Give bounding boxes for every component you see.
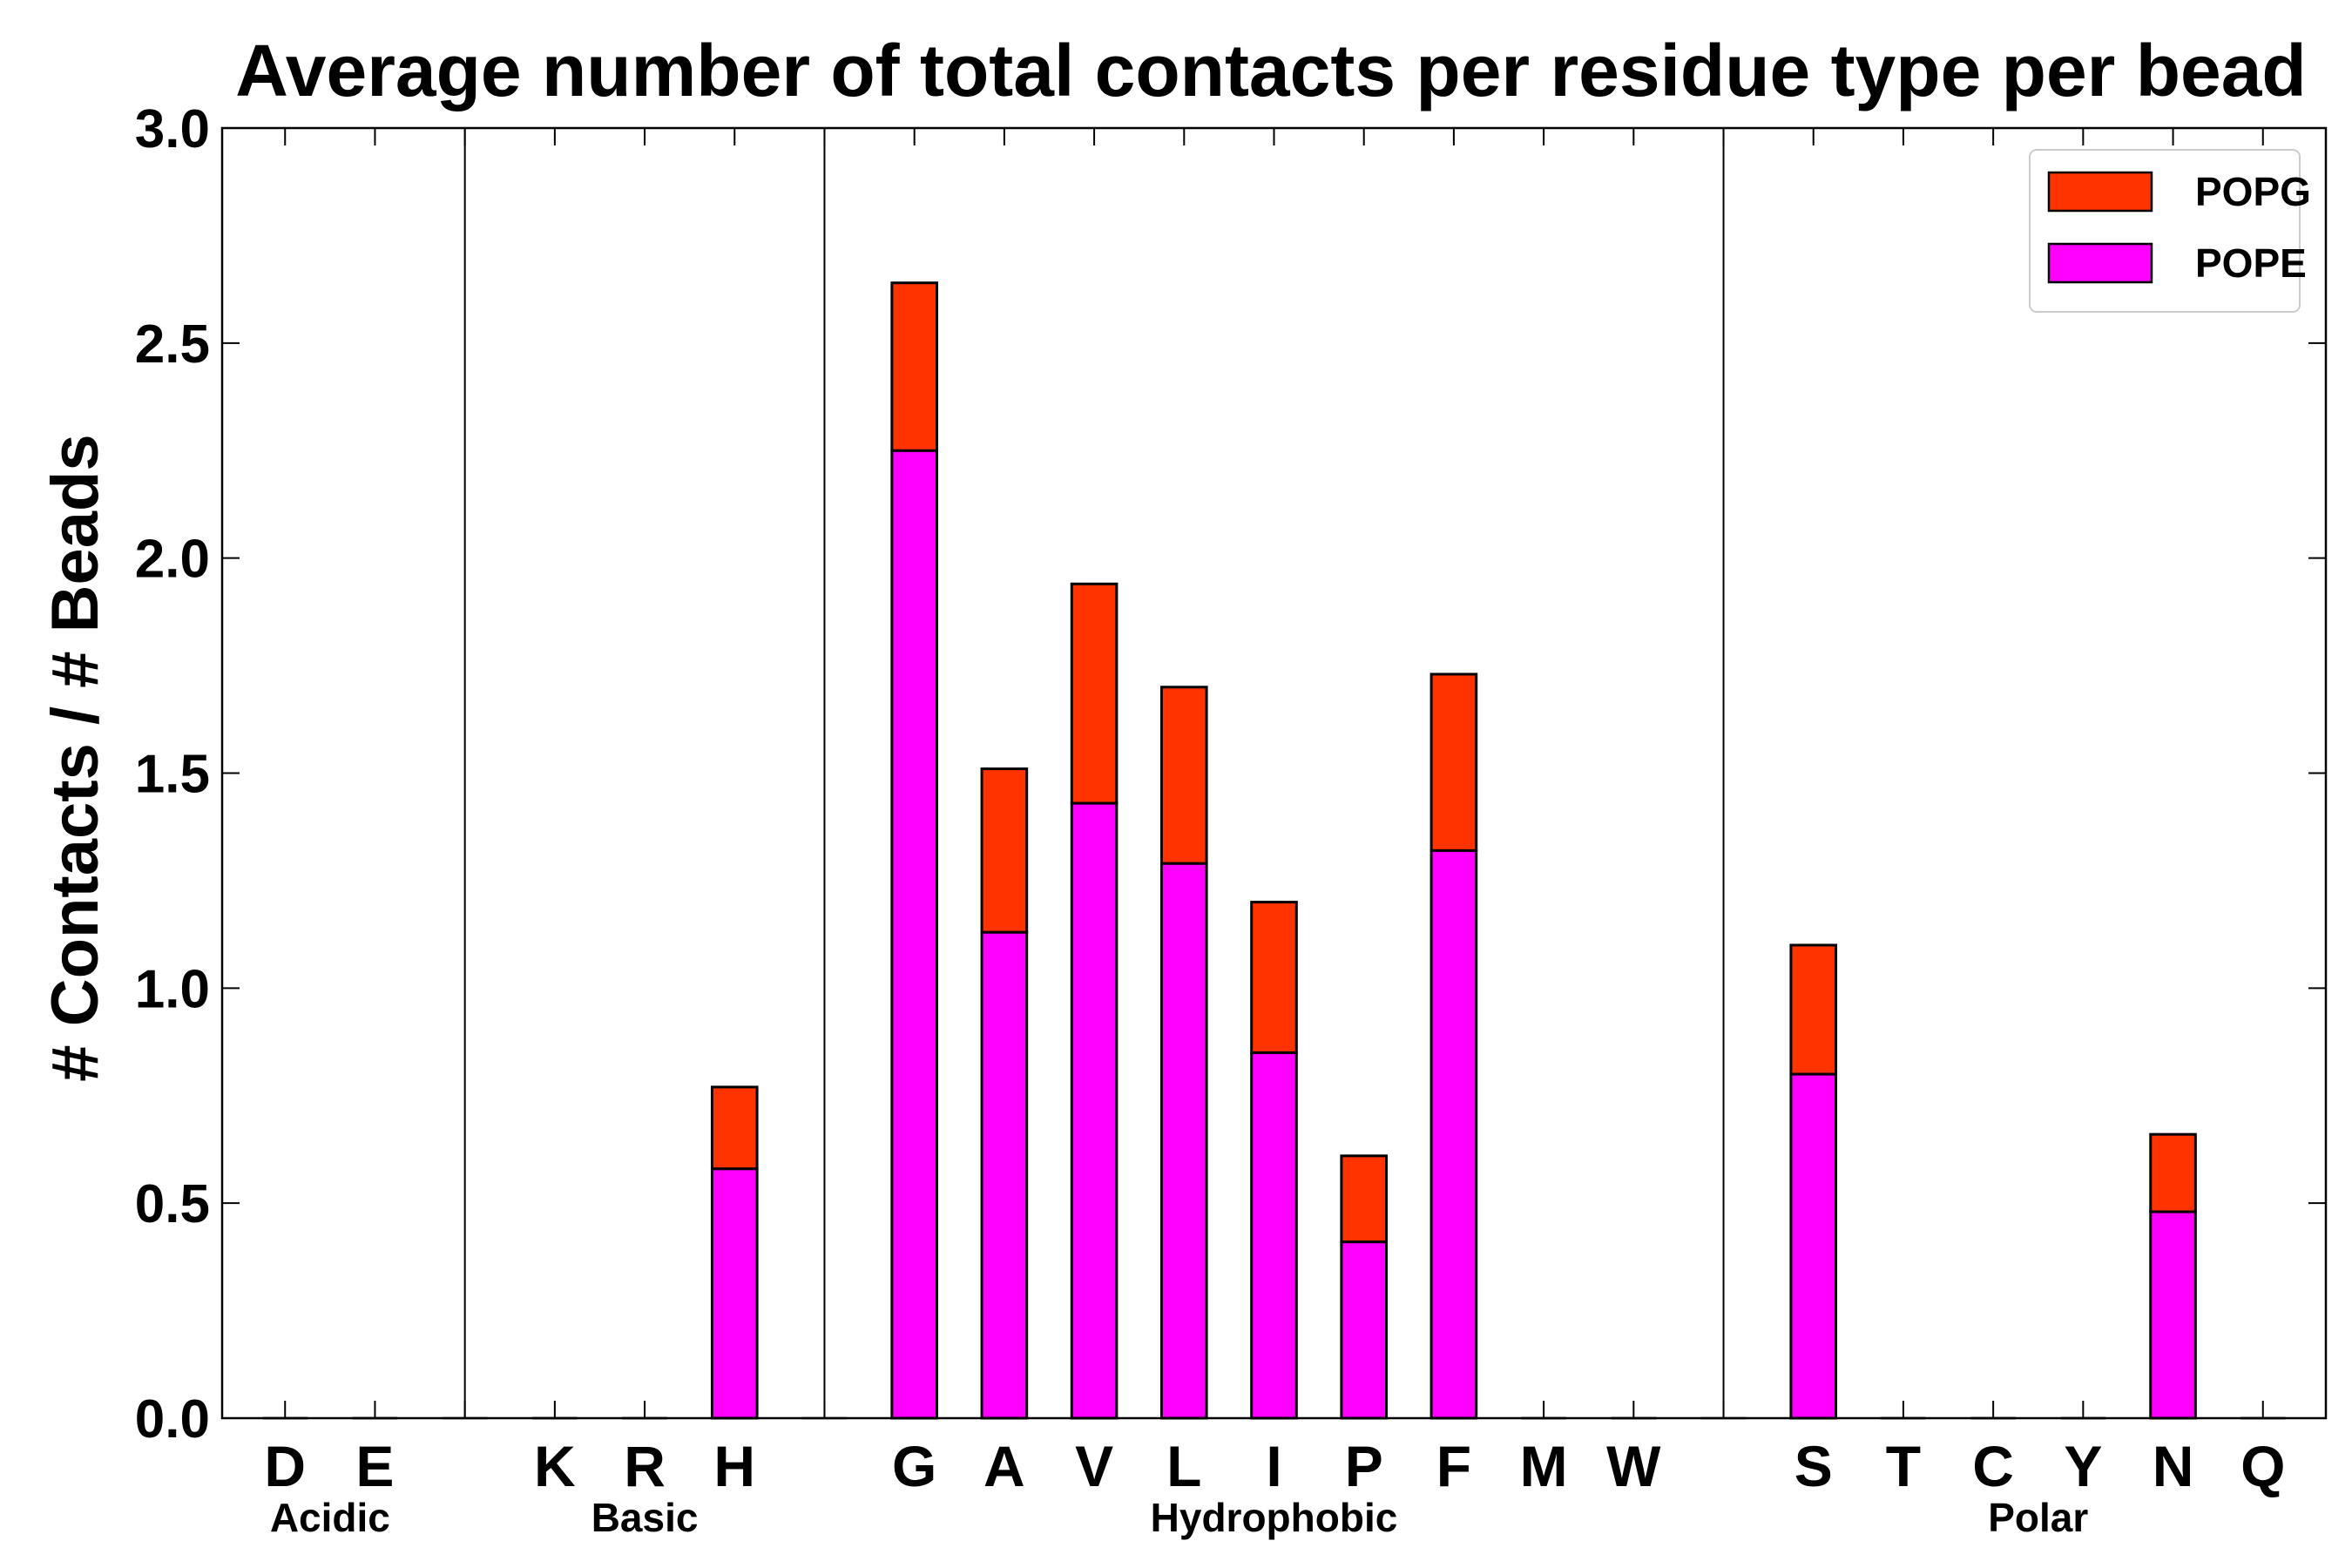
x-tick-label-E: E	[355, 1434, 394, 1498]
bar-popg-G	[890, 281, 938, 452]
y-tick-label: 1.0	[135, 959, 210, 1019]
x-tick-label-Y: Y	[2064, 1434, 2102, 1498]
x-tick-label-F: F	[1436, 1434, 1471, 1498]
bar-popg-V	[1070, 582, 1119, 805]
x-tick-label-P: P	[1345, 1434, 1383, 1498]
group-label-polar: Polar	[1988, 1495, 2088, 1540]
x-tick-label-A: A	[983, 1434, 1025, 1498]
bar-pope-H	[710, 1167, 759, 1420]
group-label-acidic: Acidic	[270, 1495, 390, 1540]
legend-swatch-pope	[2047, 242, 2153, 284]
x-tick-label-Q: Q	[2240, 1434, 2285, 1498]
x-tick-label-N: N	[2153, 1434, 2194, 1498]
legend-label-pope: POPE	[2195, 240, 2307, 286]
y-tick-label: 0.5	[135, 1174, 210, 1234]
x-tick-label-M: M	[1520, 1434, 1568, 1498]
legend-label-popg: POPG	[2195, 169, 2311, 214]
bar-pope-S	[1789, 1072, 1838, 1420]
x-tick-label-D: D	[264, 1434, 306, 1498]
y-tick-label: 2.0	[135, 530, 210, 590]
chart-title: Average number of total contacts per res…	[235, 30, 2307, 112]
y-tick-label: 0.0	[135, 1389, 210, 1450]
x-tick-label-R: R	[624, 1434, 666, 1498]
bar-popg-I	[1250, 901, 1298, 1054]
bar-pope-P	[1340, 1240, 1389, 1420]
x-tick-label-S: S	[1794, 1434, 1833, 1498]
bar-pope-G	[890, 449, 938, 1420]
x-tick-label-I: I	[1266, 1434, 1281, 1498]
bar-pope-N	[2149, 1210, 2197, 1420]
bar-pope-I	[1250, 1051, 1298, 1420]
bar-popg-A	[980, 767, 1029, 934]
x-tick-label-H: H	[713, 1434, 755, 1498]
bar-popg-N	[2149, 1132, 2197, 1213]
bar-popg-H	[710, 1085, 759, 1171]
plot-area: 0.0 0.5 1.0 1.5 2.0 2.5 3.0 D E K R H G A V L I P F M W S T C Y N…	[135, 99, 2328, 1540]
bar-popg-P	[1340, 1154, 1389, 1244]
x-tick-label-C: C	[1972, 1434, 2014, 1498]
x-tick-label-G: G	[892, 1434, 936, 1498]
y-tick-label: 3.0	[135, 99, 210, 159]
x-tick-label-T: T	[1886, 1434, 1921, 1498]
bar-pope-F	[1429, 848, 1478, 1420]
x-tick-label-W: W	[1606, 1434, 1661, 1498]
bar-pope-A	[980, 930, 1029, 1420]
bar-pope-V	[1070, 801, 1119, 1420]
x-tick-label-L: L	[1166, 1434, 1201, 1498]
bar-popg-L	[1159, 686, 1208, 865]
legend-swatch-popg	[2047, 171, 2153, 213]
y-tick-label: 2.5	[135, 314, 210, 375]
x-tick-label-V: V	[1075, 1434, 1113, 1498]
bar-popg-F	[1429, 672, 1478, 852]
group-label-basic: Basic	[591, 1495, 699, 1540]
bar-pope-L	[1159, 862, 1208, 1420]
x-tick-label-K: K	[534, 1434, 576, 1498]
y-tick-label: 1.5	[135, 745, 210, 805]
bar-popg-S	[1789, 943, 1838, 1076]
group-label-hydrophobic: Hydrophobic	[1151, 1495, 1398, 1540]
legend: POPG POPE	[2029, 149, 2311, 313]
y-axis-label: # Contacts / # Beads	[38, 434, 112, 1081]
